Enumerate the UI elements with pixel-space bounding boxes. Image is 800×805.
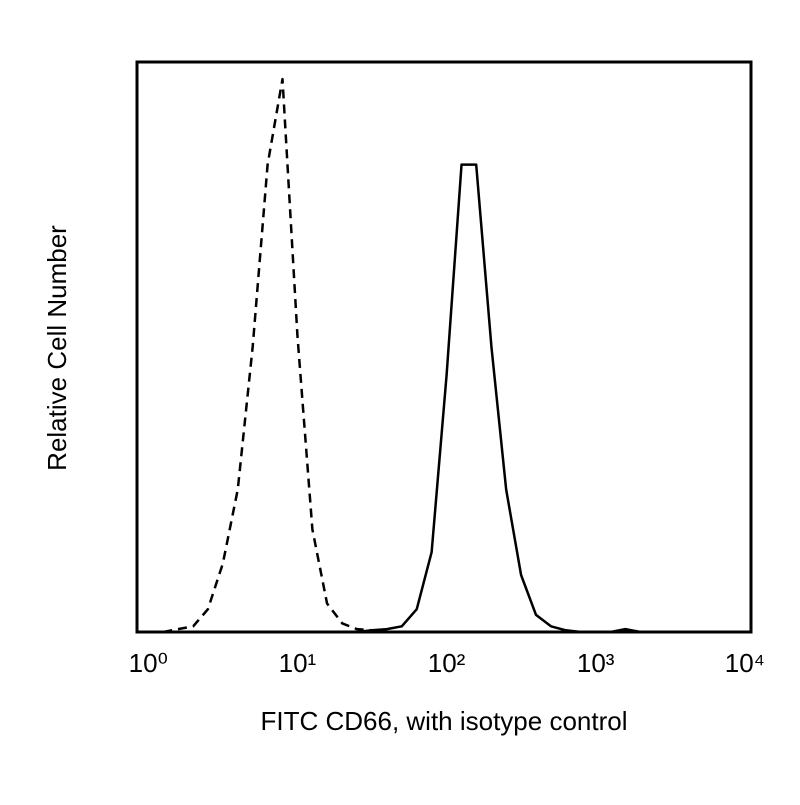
x-tick-label: 10⁴: [725, 648, 765, 678]
y-axis-label: Relative Cell Number: [42, 225, 72, 471]
x-tick-label: 10³: [577, 648, 615, 678]
x-axis-label: FITC CD66, with isotype control: [260, 706, 627, 736]
x-tick-label: 10⁰: [129, 648, 168, 678]
x-tick-label: 10¹: [279, 648, 317, 678]
plot-frame: [135, 60, 753, 634]
histogram-line: [148, 163, 671, 634]
x-tick-label: 10²: [428, 648, 466, 678]
